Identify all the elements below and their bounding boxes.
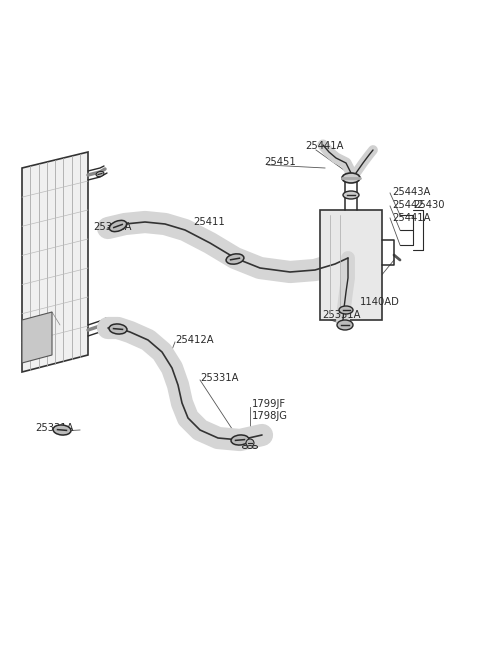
Polygon shape <box>22 312 52 363</box>
Ellipse shape <box>337 320 353 330</box>
Ellipse shape <box>226 254 244 264</box>
Ellipse shape <box>252 445 257 449</box>
Text: 25442: 25442 <box>392 200 424 210</box>
Ellipse shape <box>342 173 360 183</box>
Text: 25441A: 25441A <box>305 141 344 151</box>
Ellipse shape <box>246 439 254 447</box>
Ellipse shape <box>96 171 104 177</box>
Ellipse shape <box>242 445 248 449</box>
Ellipse shape <box>109 324 127 334</box>
Text: 1140AD: 1140AD <box>360 297 400 307</box>
Ellipse shape <box>343 191 359 199</box>
Text: 25331A: 25331A <box>93 222 132 232</box>
Text: 25451: 25451 <box>264 157 296 167</box>
Text: 1798JG: 1798JG <box>252 411 288 421</box>
Text: 25430: 25430 <box>413 200 444 210</box>
Text: 1799JF: 1799JF <box>252 399 286 409</box>
Text: 25331A: 25331A <box>322 310 360 320</box>
Text: 25331A: 25331A <box>200 373 239 383</box>
Polygon shape <box>22 152 88 372</box>
Ellipse shape <box>53 425 71 435</box>
Ellipse shape <box>339 306 353 314</box>
Text: 25331A: 25331A <box>35 423 73 433</box>
Text: 25411: 25411 <box>193 217 225 227</box>
FancyBboxPatch shape <box>320 210 382 320</box>
Text: 25441A: 25441A <box>392 213 431 223</box>
Ellipse shape <box>231 435 249 445</box>
Text: 25412A: 25412A <box>175 335 214 345</box>
Ellipse shape <box>109 220 127 232</box>
Ellipse shape <box>248 445 252 449</box>
Text: 25443A: 25443A <box>392 187 431 197</box>
